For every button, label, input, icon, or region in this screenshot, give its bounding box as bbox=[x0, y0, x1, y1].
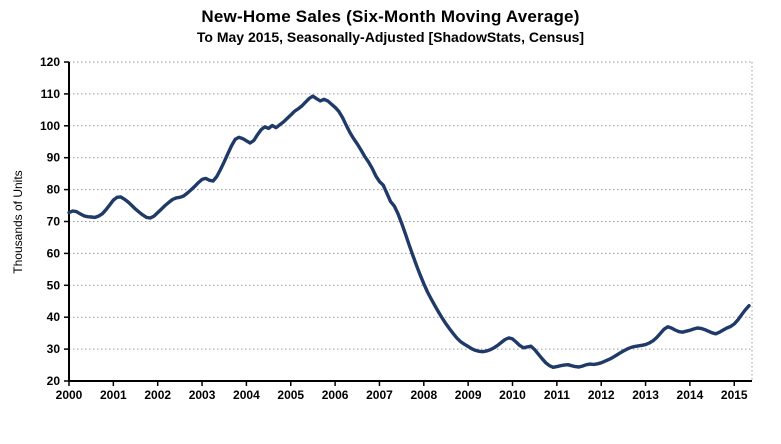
y-tick-label: 60 bbox=[47, 246, 61, 260]
y-tick-label: 40 bbox=[47, 310, 61, 324]
chart-title: New-Home Sales (Six-Month Moving Average… bbox=[201, 7, 580, 26]
x-tick-label: 2001 bbox=[100, 388, 127, 402]
y-tick-label: 90 bbox=[47, 151, 61, 165]
y-tick-label: 80 bbox=[47, 183, 61, 197]
x-tick-label: 2011 bbox=[544, 388, 570, 402]
x-tick-label: 2002 bbox=[144, 388, 171, 402]
x-tick-label: 2003 bbox=[189, 388, 216, 402]
x-tick-label: 2008 bbox=[410, 388, 437, 402]
x-tick-label: 2006 bbox=[322, 388, 349, 402]
y-tick-label: 30 bbox=[47, 342, 61, 356]
y-tick-label: 110 bbox=[41, 87, 61, 101]
x-tick-label: 2010 bbox=[499, 388, 526, 402]
x-tick-label: 2000 bbox=[56, 388, 83, 402]
y-tick-label: 20 bbox=[47, 374, 61, 388]
y-tick-label: 120 bbox=[40, 55, 60, 69]
x-tick-label: 2007 bbox=[366, 388, 393, 402]
y-tick-label: 50 bbox=[47, 278, 61, 292]
x-tick-label: 2014 bbox=[677, 388, 704, 402]
x-tick-label: 2013 bbox=[632, 388, 659, 402]
y-tick-label: 70 bbox=[47, 215, 61, 229]
sales-line bbox=[67, 94, 751, 369]
x-tick-label: 2015 bbox=[721, 388, 748, 402]
chart-subtitle: To May 2015, Seasonally-Adjusted [Shadow… bbox=[196, 29, 585, 45]
x-tick-label: 2004 bbox=[233, 388, 260, 402]
x-tick-label: 2012 bbox=[588, 388, 615, 402]
y-tick-label: 100 bbox=[40, 119, 60, 133]
x-tick-label: 2009 bbox=[455, 388, 482, 402]
x-tick-label: 2005 bbox=[277, 388, 304, 402]
